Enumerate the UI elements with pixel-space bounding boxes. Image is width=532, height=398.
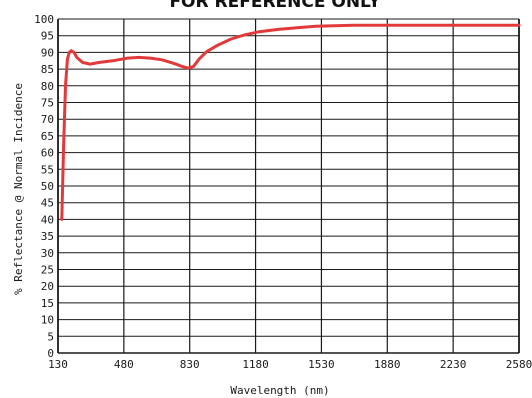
x-tick-labels: 130 480 830 1180 1530 1880 2230 2580 bbox=[48, 358, 532, 371]
y-tick-label: 100 bbox=[34, 13, 54, 26]
x-tick-label: 2580 bbox=[506, 358, 532, 371]
y-axis-label: % Reflectance @ Normal Incidence bbox=[12, 83, 25, 295]
y-tick-label: 55 bbox=[41, 163, 54, 176]
grid bbox=[57, 18, 520, 354]
y-tick-label: 35 bbox=[41, 230, 54, 243]
y-tick-label: 70 bbox=[41, 113, 54, 126]
chart-title: FOR REFERENCE ONLY bbox=[169, 0, 381, 12]
y-tick-label: 5 bbox=[47, 330, 54, 343]
y-tick-label: 20 bbox=[41, 280, 54, 293]
y-tick-label: 80 bbox=[41, 80, 54, 93]
x-tick-label: 130 bbox=[48, 358, 68, 371]
y-tick-label: 45 bbox=[41, 197, 54, 210]
y-tick-label: 75 bbox=[41, 97, 54, 110]
x-tick-label: 830 bbox=[180, 358, 200, 371]
y-tick-label: 65 bbox=[41, 130, 54, 143]
y-tick-label: 60 bbox=[41, 147, 54, 160]
x-tick-label: 1180 bbox=[242, 358, 269, 371]
y-tick-label: 85 bbox=[41, 63, 54, 76]
series-layer bbox=[60, 23, 521, 221]
x-tick-label: 480 bbox=[114, 358, 134, 371]
y-tick-label: 90 bbox=[41, 46, 54, 59]
y-tick-label: 50 bbox=[41, 180, 54, 193]
y-tick-label: 0 bbox=[47, 347, 54, 360]
x-tick-label: 1880 bbox=[374, 358, 401, 371]
y-tick-label: 40 bbox=[41, 213, 54, 226]
reflectance-series-line bbox=[60, 23, 521, 221]
x-tick-label: 1530 bbox=[308, 358, 335, 371]
y-tick-label: 10 bbox=[41, 314, 54, 327]
y-tick-label: 30 bbox=[41, 247, 54, 260]
y-tick-label: 15 bbox=[41, 297, 54, 310]
x-axis-label: Wavelength (nm) bbox=[230, 384, 329, 397]
y-tick-label: 95 bbox=[41, 30, 54, 43]
y-tick-label: 25 bbox=[41, 264, 54, 277]
x-tick-label: 2230 bbox=[440, 358, 467, 371]
y-tick-labels: 0 5 10 15 20 25 30 35 40 45 50 55 60 65 70 75 80 85 90 95 10… bbox=[34, 13, 54, 360]
